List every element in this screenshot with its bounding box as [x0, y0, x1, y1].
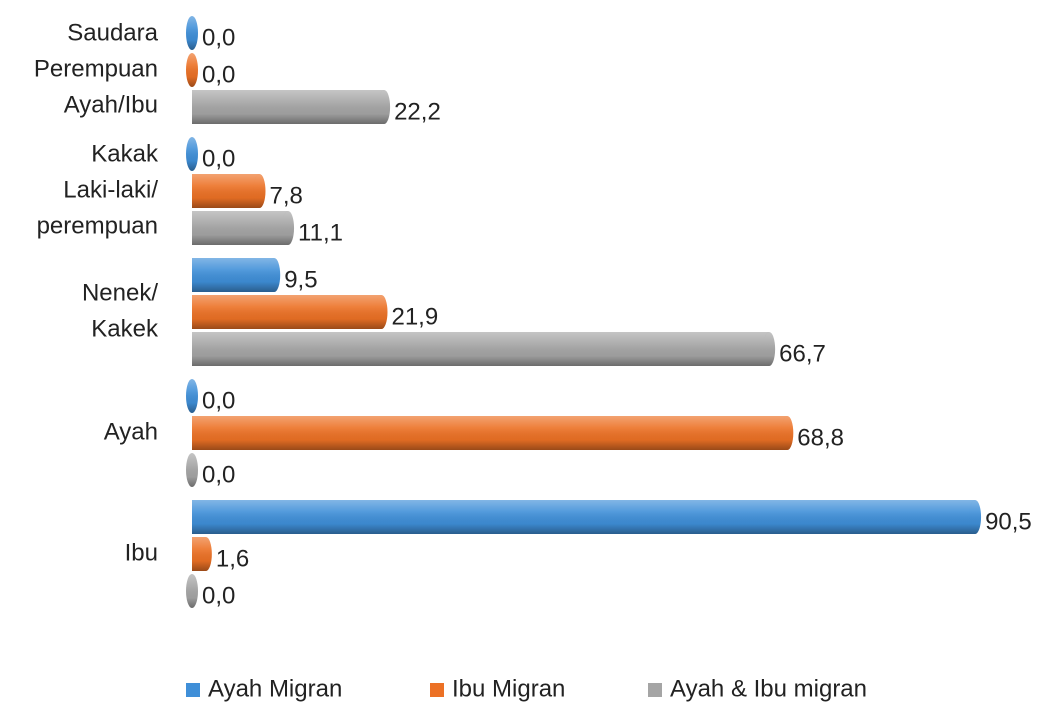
y-tick-label: Ibu — [125, 539, 158, 566]
bar-shade — [192, 500, 976, 534]
bar — [186, 574, 198, 608]
bar — [186, 16, 198, 50]
bar — [192, 500, 982, 534]
legend-label: Ayah Migran — [208, 675, 342, 702]
value-label: 1,6 — [216, 545, 249, 572]
bar-cap-shade — [186, 574, 198, 608]
y-tick-label: Ayah/Ibu — [64, 91, 158, 118]
value-label: 66,7 — [779, 340, 826, 367]
legend-label: Ayah & Ibu migran — [670, 675, 867, 702]
value-label: 0,0 — [202, 461, 235, 488]
bar-shade — [192, 258, 275, 292]
bar — [192, 90, 391, 124]
y-tick-label: Nenek/ — [82, 279, 158, 306]
value-label: 0,0 — [202, 582, 235, 609]
y-tick-label: Saudara — [67, 19, 158, 46]
y-tick-label: Perempuan — [34, 55, 158, 82]
value-label: 0,0 — [202, 145, 235, 172]
bar-cap-shade — [186, 137, 198, 171]
value-label: 11,1 — [298, 219, 343, 246]
bar — [192, 211, 295, 245]
bar-cap-shade — [375, 295, 388, 329]
bar-shade — [192, 295, 382, 329]
bar-shade — [192, 211, 289, 245]
bar-cap-shade — [186, 453, 198, 487]
bar-cap-shade — [186, 16, 198, 50]
bar — [186, 53, 198, 87]
bar-cap-shade — [268, 258, 281, 292]
bar-cap-shade — [781, 416, 794, 450]
bar — [192, 332, 776, 366]
bar — [186, 137, 198, 171]
bar-cap-shade — [378, 90, 391, 124]
value-label: 21,9 — [391, 303, 438, 330]
y-tick-label: Laki-laki/ — [63, 176, 158, 203]
y-tick-label: Kakek — [91, 315, 159, 342]
bar-cap-shade — [186, 53, 198, 87]
bar-cap-shade — [253, 174, 266, 208]
value-label: 9,5 — [284, 266, 317, 293]
value-label: 0,0 — [202, 24, 235, 51]
bar — [192, 416, 794, 450]
y-tick-label: Ayah — [104, 418, 158, 445]
bar — [192, 295, 388, 329]
bar-cap-shade — [199, 537, 212, 571]
bar — [186, 453, 198, 487]
bar-cap-shade — [763, 332, 776, 366]
value-label: 0,0 — [202, 61, 235, 88]
value-label: 90,5 — [985, 508, 1032, 535]
legend-swatch — [648, 683, 662, 697]
bar — [192, 537, 212, 571]
value-label: 22,2 — [394, 98, 441, 125]
y-tick-label: Kakak — [91, 140, 159, 167]
bar-shade — [192, 174, 260, 208]
bar — [192, 258, 281, 292]
bar-cap-shade — [969, 500, 982, 534]
bar — [192, 174, 266, 208]
value-label: 68,8 — [797, 424, 844, 451]
bar-cap-shade — [186, 379, 198, 413]
bar-shade — [192, 416, 788, 450]
bar-cap-shade — [282, 211, 295, 245]
bar-shade — [192, 90, 385, 124]
bar — [186, 379, 198, 413]
bar-shade — [192, 332, 770, 366]
legend-swatch — [430, 683, 444, 697]
value-label: 0,0 — [202, 387, 235, 414]
value-label: 7,8 — [269, 182, 302, 209]
y-tick-label: perempuan — [37, 212, 158, 239]
legend-swatch — [186, 683, 200, 697]
legend-label: Ibu Migran — [452, 675, 565, 702]
